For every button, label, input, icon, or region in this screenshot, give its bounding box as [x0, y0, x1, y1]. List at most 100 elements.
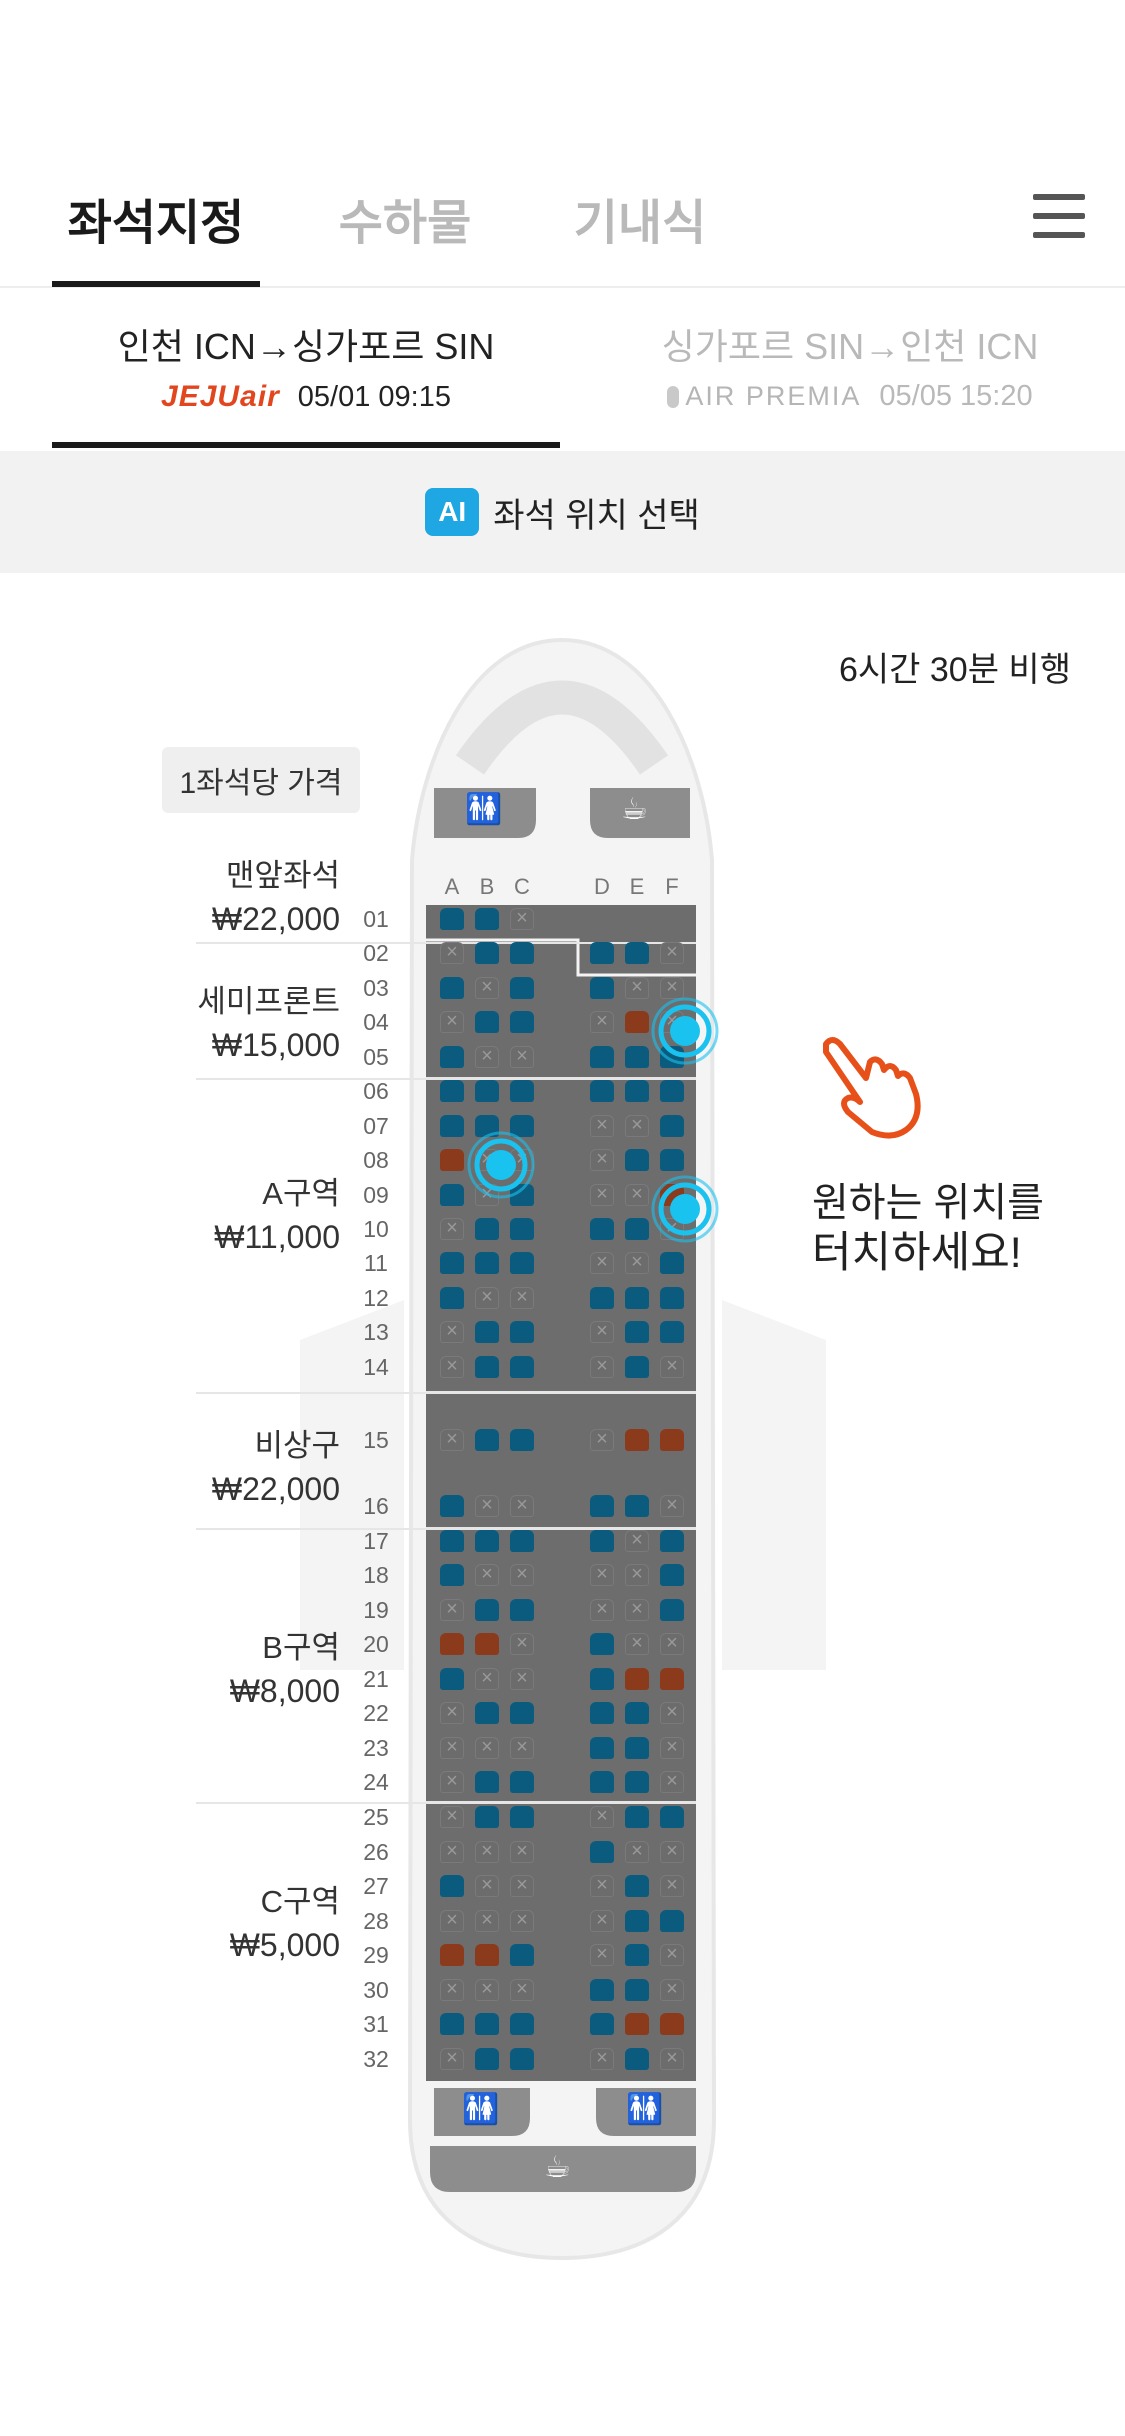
zone-c[interactable]: C구역 ₩5,000 [150, 1876, 340, 1964]
zone-b[interactable]: B구역 ₩8,000 [150, 1622, 340, 1710]
seat-27E[interactable] [625, 1875, 649, 1897]
seat-06D[interactable] [590, 1080, 614, 1102]
seat-13C[interactable] [510, 1321, 534, 1343]
seat-25E[interactable] [625, 1806, 649, 1828]
seat-22D[interactable] [590, 1702, 614, 1724]
seat-30D[interactable] [590, 1979, 614, 2001]
seat-24D[interactable] [590, 1771, 614, 1793]
seat-17F[interactable] [660, 1530, 684, 1552]
seat-29C[interactable] [510, 1944, 534, 1966]
seat-05E[interactable] [625, 1046, 649, 1068]
seat-27A[interactable] [440, 1875, 464, 1897]
tab-inflight-meal[interactable]: 기내식 [573, 197, 707, 250]
seat-10B[interactable] [475, 1218, 499, 1240]
seat-13F[interactable] [660, 1321, 684, 1343]
seat-30E[interactable] [625, 1979, 649, 2001]
seat-22C[interactable] [510, 1702, 534, 1724]
seat-25F[interactable] [660, 1806, 684, 1828]
seat-24E[interactable] [625, 1771, 649, 1793]
seat-24B[interactable] [475, 1771, 499, 1793]
ai-seat-position-banner[interactable]: AI 좌석 위치 선택 [0, 451, 1125, 573]
seat-19C[interactable] [510, 1599, 534, 1621]
seat-31A[interactable] [440, 2013, 464, 2035]
seat-06C[interactable] [510, 1080, 534, 1102]
tab-baggage[interactable]: 수하물 [338, 197, 472, 250]
seat-12F[interactable] [660, 1287, 684, 1309]
seat-11A[interactable] [440, 1252, 464, 1274]
seat-14B[interactable] [475, 1356, 499, 1378]
seat-06A[interactable] [440, 1080, 464, 1102]
seat-08F[interactable] [660, 1149, 684, 1171]
seat-12D[interactable] [590, 1287, 614, 1309]
seat-16E[interactable] [625, 1495, 649, 1517]
seat-10C[interactable] [510, 1218, 534, 1240]
highlight-hotspot[interactable] [650, 996, 720, 1066]
seat-11B[interactable] [475, 1252, 499, 1274]
seat-21A[interactable] [440, 1668, 464, 1690]
seat-12E[interactable] [625, 1287, 649, 1309]
seat-06E[interactable] [625, 1080, 649, 1102]
seat-02D[interactable] [590, 942, 614, 964]
seat-32B[interactable] [475, 2048, 499, 2070]
seat-19B[interactable] [475, 1599, 499, 1621]
seat-23E[interactable] [625, 1737, 649, 1759]
seat-13E[interactable] [625, 1321, 649, 1343]
seat-13B[interactable] [475, 1321, 499, 1343]
zone-front[interactable]: 맨앞좌석 ₩22,000 [150, 850, 340, 938]
seat-17C[interactable] [510, 1530, 534, 1552]
seat-11C[interactable] [510, 1252, 534, 1274]
zone-semi-front[interactable]: 세미프론트 ₩15,000 [150, 976, 340, 1064]
seat-24C[interactable] [510, 1771, 534, 1793]
seat-02E[interactable] [625, 942, 649, 964]
seat-01B[interactable] [475, 908, 499, 930]
seat-32C[interactable] [510, 2048, 534, 2070]
seat-03C[interactable] [510, 977, 534, 999]
seat-02B[interactable] [475, 942, 499, 964]
seat-07F[interactable] [660, 1115, 684, 1137]
seat-09A[interactable] [440, 1184, 464, 1206]
seat-03A[interactable] [440, 977, 464, 999]
seat-22E[interactable] [625, 1702, 649, 1724]
seat-06F[interactable] [660, 1080, 684, 1102]
hamburger-menu-icon[interactable] [1033, 194, 1085, 238]
seat-28F[interactable] [660, 1910, 684, 1932]
seat-15C[interactable] [510, 1429, 534, 1451]
seat-07C[interactable] [510, 1115, 534, 1137]
seat-32E[interactable] [625, 2048, 649, 2070]
seat-31D[interactable] [590, 2013, 614, 2035]
seat-22B[interactable] [475, 1702, 499, 1724]
seat-07B[interactable] [475, 1115, 499, 1137]
seat-21D[interactable] [590, 1668, 614, 1690]
seat-15B[interactable] [475, 1429, 499, 1451]
seat-04B[interactable] [475, 1011, 499, 1033]
seat-05D[interactable] [590, 1046, 614, 1068]
seat-25C[interactable] [510, 1806, 534, 1828]
seat-31B[interactable] [475, 2013, 499, 2035]
seat-18A[interactable] [440, 1564, 464, 1586]
seat-08E[interactable] [625, 1149, 649, 1171]
seat-16D[interactable] [590, 1495, 614, 1517]
seat-17B[interactable] [475, 1530, 499, 1552]
seat-06B[interactable] [475, 1080, 499, 1102]
seat-26D[interactable] [590, 1841, 614, 1863]
zone-exit-row[interactable]: 비상구 ₩22,000 [150, 1420, 340, 1508]
seat-12A[interactable] [440, 1287, 464, 1309]
route-outbound[interactable]: 인천 ICN→싱가포르 SIN JEJUair 05/01 09:15 [52, 288, 560, 450]
seat-20D[interactable] [590, 1633, 614, 1655]
seat-05A[interactable] [440, 1046, 464, 1068]
highlight-hotspot[interactable] [466, 1130, 536, 1200]
seat-23D[interactable] [590, 1737, 614, 1759]
seat-03D[interactable] [590, 977, 614, 999]
seat-25B[interactable] [475, 1806, 499, 1828]
seat-07A[interactable] [440, 1115, 464, 1137]
route-return[interactable]: 싱가포르 SIN→인천 ICN AIR PREMIA 05/05 15:20 [620, 288, 1080, 450]
zone-a[interactable]: A구역 ₩11,000 [150, 1168, 340, 1256]
seat-31C[interactable] [510, 2013, 534, 2035]
seat-29E[interactable] [625, 1944, 649, 1966]
seat-10E[interactable] [625, 1218, 649, 1240]
seat-19F[interactable] [660, 1599, 684, 1621]
seat-09C[interactable] [510, 1184, 534, 1206]
seat-18F[interactable] [660, 1564, 684, 1586]
seat-17A[interactable] [440, 1530, 464, 1552]
tab-seat-selection[interactable]: 좌석지정 [67, 197, 245, 250]
